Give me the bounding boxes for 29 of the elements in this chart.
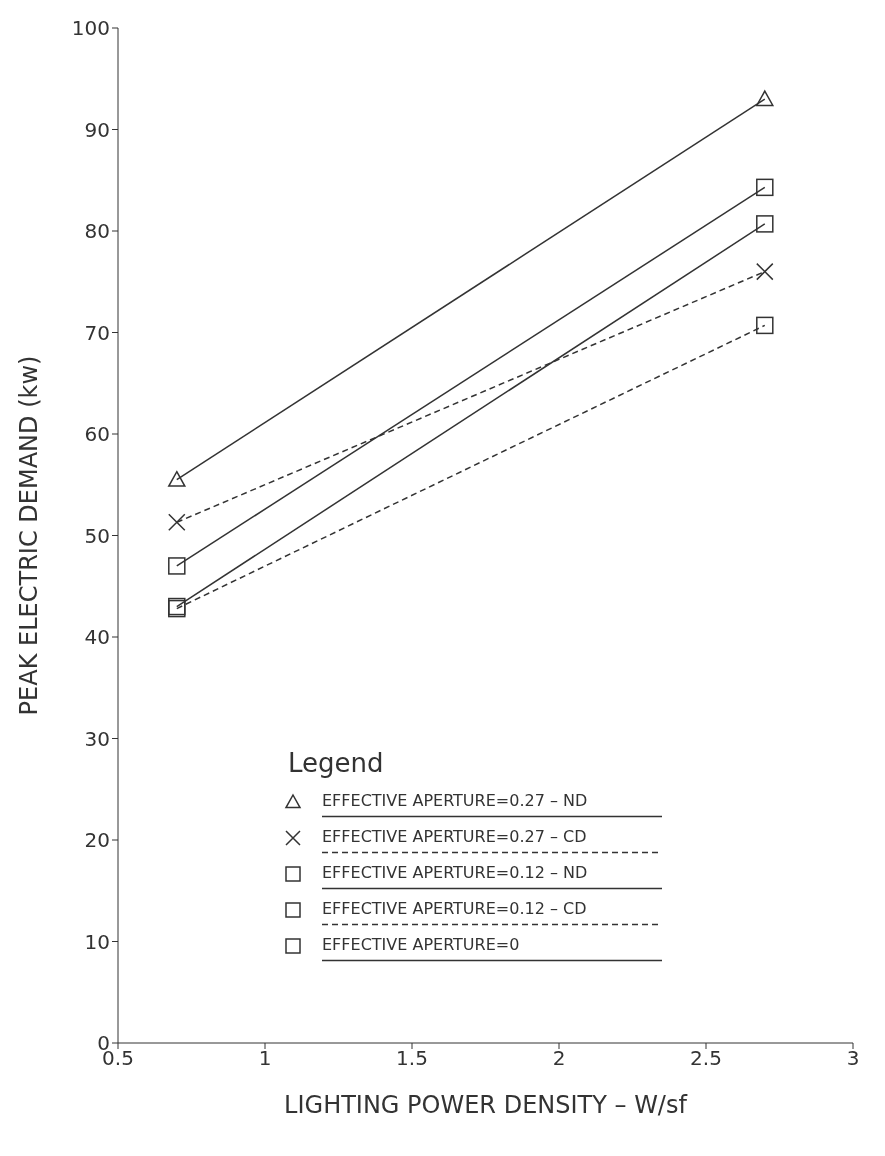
- y-tick-label: 20: [84, 828, 110, 853]
- x-tick-label: 3: [846, 1046, 860, 1071]
- point: [756, 316, 774, 335]
- point: [756, 215, 774, 233]
- legend-label: EFFECTIVE APERTURE=0.27 – ND: [322, 790, 589, 812]
- y-tick-label: 50: [84, 523, 110, 548]
- x-tick-label: 1: [258, 1046, 272, 1071]
- x-tick-label: 2.5: [690, 1046, 722, 1071]
- y-tick-label: 100: [71, 16, 110, 41]
- y-tick-label: 90: [84, 117, 110, 142]
- y-axis-title: PEAK ELECTRIC DEMAND (kw): [14, 355, 43, 716]
- legend-label: EFFECTIVE APERTURE=0: [322, 934, 521, 956]
- x-tick-label: 2: [552, 1046, 566, 1071]
- y-tick-label: 70: [84, 320, 110, 345]
- y-tick-label: 10: [84, 929, 110, 954]
- y-tick-label: 60: [84, 422, 110, 447]
- point: [756, 178, 774, 197]
- point: [168, 513, 186, 532]
- y-tick-label: 30: [84, 726, 110, 751]
- legend-label: EFFECTIVE APERTURE=0.12 – CD: [322, 898, 588, 920]
- legend-label: EFFECTIVE APERTURE=0.12 – ND: [322, 862, 589, 884]
- x-axis-title: LIGHTING POWER DENSITY – W/sf: [284, 1091, 688, 1119]
- x-tick-label: 1.5: [396, 1046, 428, 1071]
- legend-label: EFFECTIVE APERTURE=0.27 – CD: [322, 826, 588, 848]
- y-tick-label: 40: [84, 625, 110, 650]
- point: [756, 262, 774, 281]
- point: [168, 557, 186, 575]
- legend-title: Legend: [288, 748, 385, 778]
- y-tick-label: 80: [84, 219, 110, 244]
